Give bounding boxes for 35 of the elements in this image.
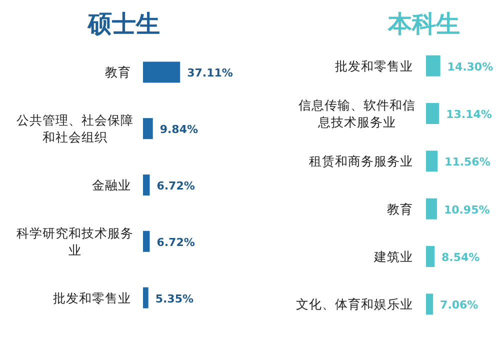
bar	[143, 287, 148, 308]
bar	[426, 294, 434, 315]
bar	[426, 150, 438, 172]
y-tick-label: 金融业	[92, 178, 131, 192]
y-tick-label: 教育	[387, 201, 413, 216]
chart-title: 硕士生	[87, 10, 160, 38]
data-label: 5.35%	[155, 292, 194, 306]
y-tick-label: 文化、体育和娱乐业	[296, 296, 413, 312]
data-label: 8.54%	[442, 251, 480, 264]
data-label: 14.30%	[447, 60, 494, 74]
y-tick-label: 科学研究和技术服务业	[16, 225, 134, 258]
data-label: 7.06%	[440, 298, 478, 312]
data-label: 11.56%	[444, 156, 490, 169]
bar	[143, 230, 150, 252]
data-label: 9.84%	[160, 123, 198, 136]
data-label: 13.14%	[446, 108, 492, 121]
data-label: 37.11%	[187, 66, 233, 80]
bar	[143, 62, 180, 83]
bar	[426, 246, 435, 267]
chart-title: 本科生	[387, 10, 460, 38]
data-label: 6.72%	[156, 180, 195, 192]
y-tick-label: 批发和零售业	[53, 290, 131, 306]
bar	[426, 103, 440, 124]
bar	[426, 198, 437, 220]
y-tick-label: 建筑业	[373, 249, 413, 264]
y-tick-label: 教育	[105, 64, 131, 80]
bar	[426, 55, 440, 76]
y-tick-label: 公共管理、社会保障和社会组织	[16, 112, 134, 145]
y-tick-label: 批发和零售业	[335, 58, 413, 74]
bar	[143, 174, 150, 196]
data-label: 10.95%	[444, 203, 490, 216]
data-label: 6.72%	[156, 236, 195, 249]
y-tick-label: 租赁和商务服务业	[309, 154, 413, 169]
bar	[143, 118, 153, 140]
y-tick-label: 信息传输、软件和信息技术服务业	[298, 98, 416, 130]
